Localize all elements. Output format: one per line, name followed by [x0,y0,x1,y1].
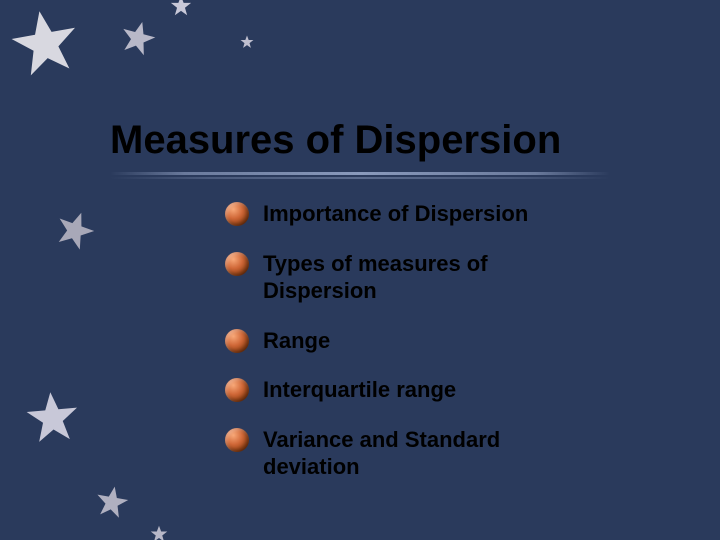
star-decoration-4 [240,35,254,49]
sphere-bullet-icon [225,252,249,276]
list-item: Types of measures of Dispersion [225,250,585,305]
bullet-text: Range [263,327,330,355]
bullet-text: Types of measures of Dispersion [263,250,585,305]
bullet-text: Variance and Standard deviation [263,426,585,481]
star-decoration-6 [23,388,83,448]
star-decoration-8 [150,525,168,540]
bullet-text: Interquartile range [263,376,456,404]
bullet-list: Importance of Dispersion Types of measur… [225,200,585,503]
star-decoration-3 [170,0,192,17]
slide-title: Measures of Dispersion [110,118,561,163]
star-decoration-5 [49,204,100,255]
title-underline [110,172,610,180]
star-decoration-2 [116,16,160,60]
list-item: Range [225,327,585,355]
star-decoration-7 [92,482,131,521]
sphere-bullet-icon [225,428,249,452]
sphere-bullet-icon [225,202,249,226]
sphere-bullet-icon [225,378,249,402]
list-item: Variance and Standard deviation [225,426,585,481]
sphere-bullet-icon [225,329,249,353]
list-item: Importance of Dispersion [225,200,585,228]
list-item: Interquartile range [225,376,585,404]
star-decoration-1 [4,2,85,83]
bullet-text: Importance of Dispersion [263,200,528,228]
